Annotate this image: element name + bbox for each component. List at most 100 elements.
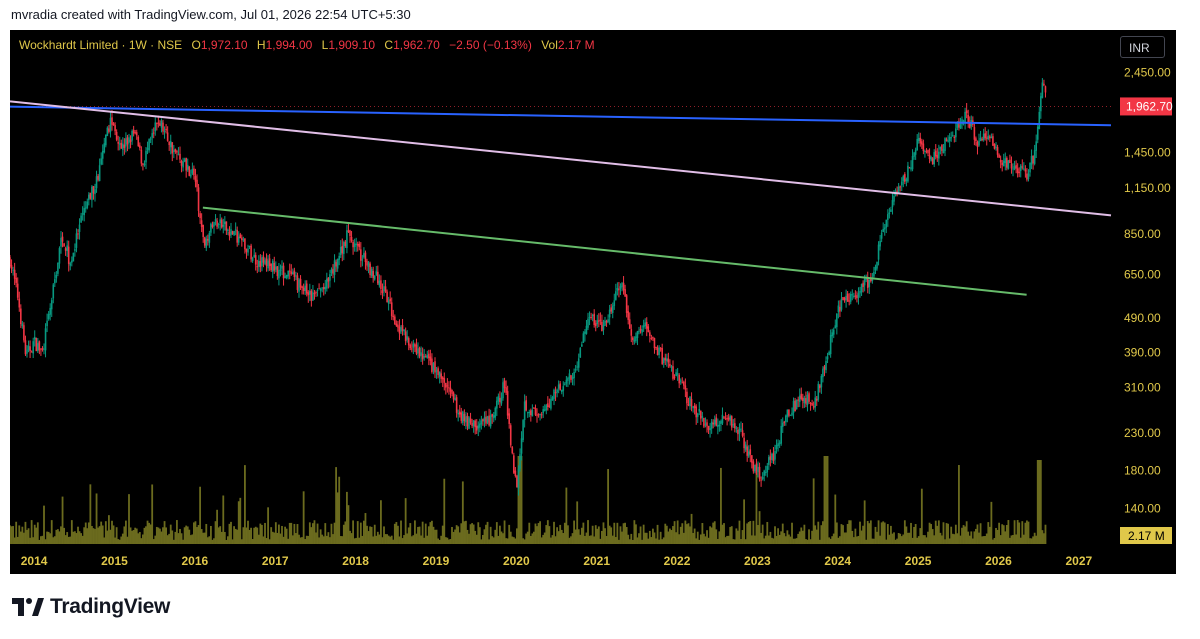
candle-body: [1019, 165, 1022, 172]
candle-body: [145, 150, 147, 163]
candle-body: [613, 300, 616, 306]
candle-body: [392, 315, 395, 318]
candle-body: [330, 269, 333, 274]
volume-bar: [452, 531, 455, 544]
candle: [496, 396, 498, 416]
volume-bar: [426, 535, 429, 544]
volume-bar: [268, 539, 271, 544]
candle: [460, 407, 463, 424]
candle: [955, 123, 957, 142]
volume-bar: [860, 530, 863, 544]
volume-bar: [174, 531, 177, 544]
volume-bar: [573, 520, 576, 544]
volume-bar: [239, 497, 242, 544]
volume-bar: [823, 456, 826, 544]
candle: [734, 418, 736, 433]
candle: [993, 143, 996, 150]
volume-bar: [414, 520, 416, 544]
candle-body: [863, 278, 866, 286]
volume-bar: [211, 539, 214, 544]
volume-bar: [356, 521, 359, 544]
candle-body: [893, 195, 895, 202]
candle-body: [837, 305, 840, 313]
price-chart[interactable]: 2,450.001,450.001,150.00850.00650.00490.…: [10, 30, 1176, 574]
candle-body: [301, 286, 303, 289]
volume-bar: [237, 501, 240, 544]
candle-body: [346, 230, 348, 249]
candle-body: [390, 302, 393, 317]
candle: [86, 198, 89, 210]
volume-bar: [216, 509, 218, 544]
candle-body: [143, 163, 146, 166]
time-tick-label: 2017: [262, 554, 289, 568]
volume-bar: [424, 523, 427, 544]
candle-body: [627, 311, 629, 320]
volume-bar: [220, 531, 223, 544]
candle-body: [1009, 159, 1011, 163]
candle-body: [899, 186, 901, 188]
volume-bar: [469, 524, 472, 544]
tradingview-brand[interactable]: TradingView: [12, 595, 170, 618]
candle-body: [871, 277, 874, 282]
volume-bar: [383, 526, 385, 544]
candle: [730, 415, 733, 431]
candle-body: [219, 219, 221, 224]
volume-bar: [196, 527, 198, 544]
candle-body: [356, 244, 359, 246]
candle: [735, 426, 738, 433]
volume-bar: [307, 535, 310, 544]
volume-bar: [669, 528, 671, 544]
volume-bar: [64, 535, 67, 544]
candle: [1015, 160, 1017, 174]
candle-body: [993, 143, 996, 149]
candle: [537, 413, 540, 418]
volume-bar: [851, 530, 854, 544]
candle: [163, 126, 166, 139]
volume-bar: [692, 532, 695, 544]
candle-body: [681, 382, 684, 384]
volume-bar: [999, 535, 1002, 544]
candle-body: [619, 286, 622, 289]
candle: [108, 124, 110, 134]
volume-bar: [434, 529, 436, 544]
candle: [1044, 85, 1047, 98]
chart-pane[interactable]: 2,450.00 1,450.00 1,150.00 850.00 650.00 490.…: [10, 30, 1176, 574]
volume-bar: [329, 537, 331, 544]
volume-bar: [219, 526, 222, 544]
candle: [854, 290, 857, 300]
candle: [887, 209, 889, 227]
volume-bar: [958, 465, 960, 544]
volume-bar: [248, 529, 251, 544]
candle-body: [15, 277, 17, 283]
candle-body: [94, 189, 96, 195]
candle-body: [834, 325, 837, 329]
candle: [766, 462, 769, 478]
currency-button[interactable]: INR: [1120, 36, 1165, 58]
candle: [531, 404, 534, 417]
candle: [625, 293, 628, 318]
candle-body: [610, 307, 612, 312]
candle-body: [747, 451, 750, 457]
volume-bar: [749, 520, 752, 544]
candle-body: [304, 285, 306, 292]
candle-body: [797, 399, 799, 401]
symbol-legend[interactable]: Wockhardt Limited · 1W · NSE O1,972.10 H…: [19, 38, 595, 52]
candle: [611, 302, 614, 319]
volume-bar: [987, 522, 990, 544]
volume-bar: [894, 539, 897, 544]
candle: [336, 258, 339, 272]
volume-bar: [781, 523, 784, 544]
candle-body: [828, 352, 830, 356]
volume-bar: [480, 539, 483, 544]
volume-bar: [418, 526, 421, 544]
candle: [239, 232, 242, 239]
candle: [568, 369, 571, 385]
volume-bar: [556, 527, 558, 544]
volume-bar: [662, 537, 665, 544]
volume-bar: [808, 529, 810, 544]
candle-body: [822, 368, 824, 378]
volume-bar: [60, 526, 62, 544]
candle-body: [211, 224, 214, 228]
symbol-title[interactable]: Wockhardt Limited · 1W · NSE: [19, 38, 183, 52]
candle-body: [924, 151, 926, 153]
